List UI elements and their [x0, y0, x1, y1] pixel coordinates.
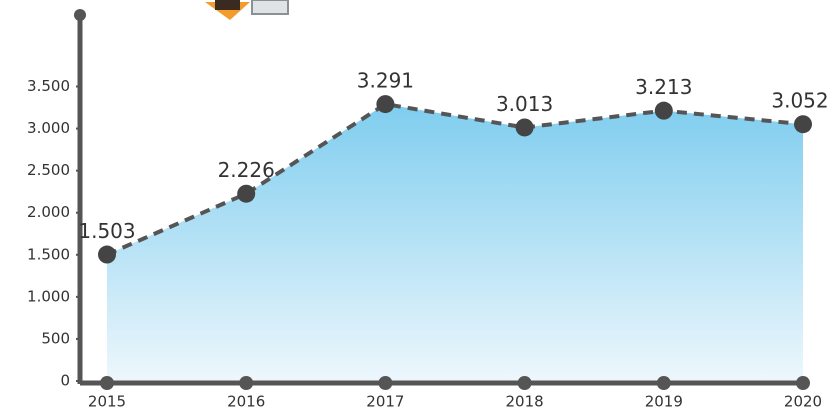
x-tick-label: 2016 [227, 393, 265, 411]
value-label: 3.013 [496, 92, 553, 116]
y-tick-label: 500 [41, 329, 70, 347]
y-tick-label: 3.000 [27, 119, 70, 137]
y-tick-label: 2.500 [27, 161, 70, 179]
point [516, 118, 534, 136]
point [98, 246, 116, 264]
x-axis-dot [796, 376, 810, 390]
x-axis-dot [100, 376, 114, 390]
x-axis-dot [657, 376, 671, 390]
value-label: 3.052 [771, 89, 828, 113]
x-tick-label: 2019 [645, 393, 683, 411]
point [794, 115, 812, 133]
x-tick-label: 2020 [784, 393, 822, 411]
value-label: 1.503 [78, 219, 135, 243]
value-label: 2.226 [218, 158, 275, 182]
page: 0 500 1.000 1.500 2.000 2.500 3.000 3.500 2015 1.… [0, 0, 837, 412]
point [655, 102, 673, 120]
x-tick-label: 2018 [506, 393, 544, 411]
x-axis-dot [378, 376, 392, 390]
value-label: 3.213 [635, 75, 692, 99]
chart: 0 500 1.000 1.500 2.000 2.500 3.000 3.500 2015 1.… [0, 0, 837, 412]
y-tick-label: 1.500 [27, 245, 70, 263]
value-label: 3.291 [357, 69, 414, 93]
x-axis-dot [239, 376, 253, 390]
x-axis-dot [518, 376, 532, 390]
y-tick-label: 3.500 [27, 77, 70, 95]
x-tick-label: 2017 [366, 393, 404, 411]
axis-end-dot [74, 9, 86, 21]
header-icon [205, 0, 288, 20]
y-tick-label: 1.000 [27, 287, 70, 305]
y-tick-label: 0 [60, 372, 70, 390]
x-tick-label: 2015 [88, 393, 126, 411]
area [107, 104, 803, 381]
point [376, 95, 394, 113]
point [237, 185, 255, 203]
y-tick-label: 2.000 [27, 203, 70, 221]
